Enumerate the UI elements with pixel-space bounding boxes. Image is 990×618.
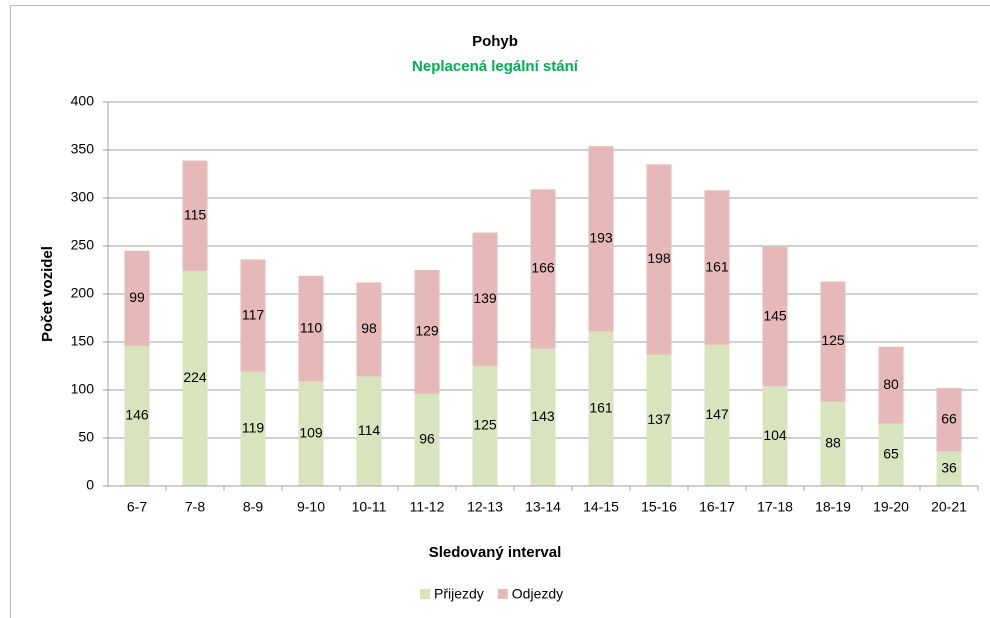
legend-label: Přijezdy [434, 586, 484, 602]
bar-segment [356, 282, 382, 377]
bar-segment [414, 393, 440, 486]
x-tick-label: 6-7 [127, 499, 147, 515]
data-label: 125 [473, 417, 497, 433]
bar-segment [704, 344, 730, 486]
data-label: 137 [647, 411, 671, 427]
bar-segment [530, 348, 556, 486]
x-tick-label: 17-18 [757, 499, 793, 515]
bar-segment [704, 190, 730, 345]
bar-segment [762, 246, 788, 387]
x-tick-label: 14-15 [583, 499, 619, 515]
data-label: 125 [821, 332, 845, 348]
data-label: 110 [300, 319, 323, 335]
y-tick-label: 250 [71, 237, 95, 253]
legend-label: Odjezdy [512, 586, 563, 602]
data-label: 129 [415, 323, 439, 339]
x-tick-label: 18-19 [815, 499, 851, 515]
bar-segment [878, 423, 904, 486]
y-tick-label: 150 [71, 333, 95, 349]
bar-segment [182, 270, 208, 486]
bar-segment [646, 354, 672, 486]
x-tick-label: 13-14 [525, 499, 561, 515]
y-tick-label: 100 [71, 381, 95, 397]
data-label: 146 [125, 407, 149, 423]
data-label: 161 [705, 258, 729, 274]
data-label: 198 [647, 250, 671, 266]
chart-title: Pohyb [472, 33, 518, 50]
bar-segment [878, 346, 904, 424]
bar-segment [472, 366, 498, 486]
data-label: 115 [184, 206, 207, 222]
y-tick-label: 200 [71, 285, 95, 301]
bar-segment [124, 345, 150, 486]
x-tick-label: 7-8 [185, 499, 205, 515]
data-label: 119 [242, 420, 265, 436]
x-tick-label: 11-12 [410, 499, 445, 515]
bar-segment [240, 259, 266, 372]
x-tick-label: 19-20 [873, 499, 909, 515]
data-label: 96 [419, 431, 435, 447]
bar-segment [530, 189, 556, 349]
bar-segment [414, 270, 440, 394]
legend-swatch [497, 589, 508, 599]
chart-subtitle: Neplacená legální stání [412, 58, 579, 75]
bar-segment [936, 388, 962, 452]
x-tick-label: 10-11 [352, 499, 387, 515]
data-label: 98 [361, 320, 377, 336]
x-tick-label: 15-16 [641, 499, 677, 515]
x-tick-label: 12-13 [467, 499, 503, 515]
bar-segment [936, 451, 962, 486]
data-label: 114 [358, 422, 381, 438]
data-label: 66 [941, 410, 957, 426]
data-label: 145 [763, 307, 787, 323]
y-tick-label: 400 [71, 93, 95, 109]
bar-segment [182, 160, 208, 271]
data-label: 80 [883, 376, 899, 392]
bar-segment [820, 281, 846, 402]
y-tick-label: 300 [71, 189, 95, 205]
data-label: 36 [941, 459, 957, 475]
y-axis-label: Počet vozidel [39, 246, 56, 342]
x-tick-label: 8-9 [243, 499, 263, 515]
chart-frame [10, 5, 990, 618]
data-label: 143 [531, 408, 555, 424]
data-label: 109 [299, 424, 323, 440]
data-label: 224 [183, 369, 207, 385]
data-label: 161 [589, 399, 613, 415]
bar-segment [820, 401, 846, 486]
y-tick-label: 0 [86, 477, 94, 493]
bar-segment [240, 371, 266, 486]
data-label: 99 [129, 289, 145, 305]
legend-swatch [420, 589, 430, 599]
data-label: 104 [763, 427, 787, 443]
data-label: 65 [883, 446, 899, 462]
x-tick-label: 9-10 [297, 499, 325, 515]
bar-segment [124, 250, 150, 346]
data-label: 88 [825, 434, 841, 450]
bar-segment [588, 331, 614, 486]
bar-segment [356, 376, 382, 486]
data-label: 139 [473, 290, 497, 306]
bar-segment [646, 164, 672, 355]
x-axis-label: Sledovaný interval [429, 544, 562, 561]
bar-segment [298, 275, 324, 382]
y-tick-label: 50 [78, 429, 94, 445]
bar-segment [472, 232, 498, 366]
x-tick-label: 16-17 [699, 499, 735, 515]
y-tick-label: 350 [71, 141, 95, 157]
bar-segment [298, 381, 324, 486]
data-label: 166 [531, 260, 555, 276]
data-label: 117 [242, 306, 265, 322]
data-label: 147 [705, 406, 729, 422]
data-label: 193 [589, 230, 613, 246]
bar-segment [588, 146, 614, 332]
x-tick-label: 20-21 [931, 499, 967, 515]
bar-segment [762, 386, 788, 486]
